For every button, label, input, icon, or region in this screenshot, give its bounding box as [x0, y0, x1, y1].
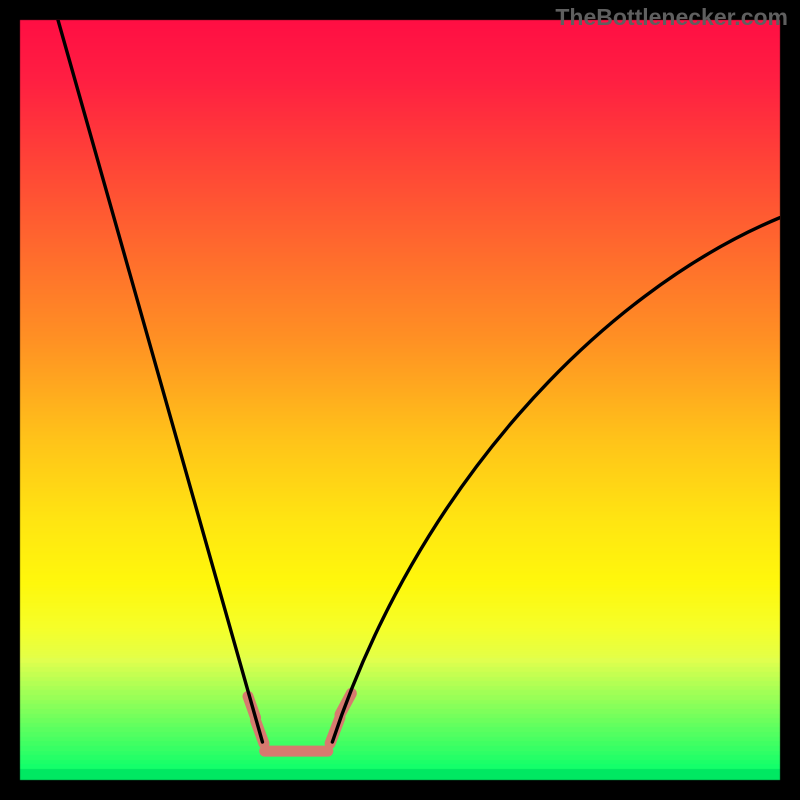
- chart-stage: TheBottlenecker.com: [0, 0, 800, 800]
- watermark-label: TheBottlenecker.com: [555, 4, 788, 31]
- bottleneck-heatmap-background: [0, 0, 800, 800]
